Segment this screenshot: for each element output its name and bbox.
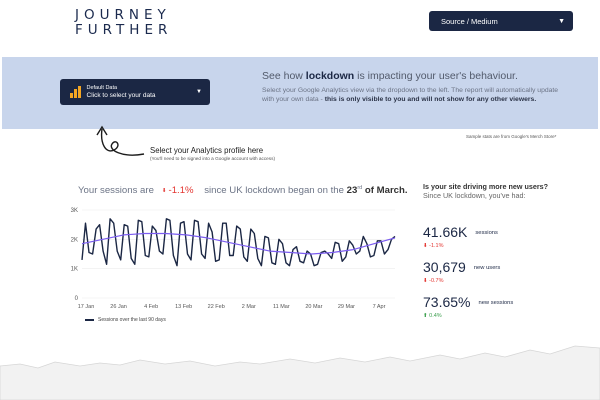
data-dropdown-subtitle: Click to select your data — [86, 91, 156, 99]
source-medium-dropdown[interactable]: Source / Medium ▼ — [429, 11, 573, 31]
y-tick-label: 1K — [71, 267, 78, 273]
x-tick-label: 13 Feb — [175, 304, 192, 310]
stat-change: ⬆ 0.4% — [423, 313, 442, 319]
analytics-bars-icon — [70, 86, 81, 98]
stat-new-sessions: 73.65% new sessions ⬆ 0.4% — [423, 294, 513, 319]
lockdown-banner: Default Data Click to select your data ▼… — [2, 57, 598, 129]
source-medium-label: Source / Medium — [441, 16, 498, 26]
stat-change: ⬇ -0.7% — [423, 278, 444, 284]
stat-new-users: 30,679 new users ⬇ -0.7% — [423, 259, 500, 284]
stat-value: 73.65% — [423, 294, 471, 310]
curly-arrow-icon — [96, 125, 145, 156]
x-tick-label: 26 Jan — [110, 304, 127, 310]
arrow-down-icon: ⬇ — [423, 278, 428, 284]
trend-series-line — [81, 232, 396, 255]
logo-line-1: JOURNEY — [75, 7, 171, 23]
arrow-up-icon: ⬆ — [423, 313, 428, 319]
chevron-down-icon: ▼ — [558, 17, 565, 25]
legend-label: Sessions over the last 90 days — [98, 317, 166, 323]
stat-label: new users — [473, 265, 501, 271]
stat-value: 30,679 — [423, 259, 466, 275]
x-tick-label: 11 Mar — [273, 304, 290, 310]
sessions-line-chart: 3K 2K 1K 0 17 Jan 26 Jan 4 Feb 13 Feb 22 Feb 2 Ma… — [71, 208, 396, 310]
select-profile-subtitle: (You'll need to be signed into a Google … — [150, 156, 276, 161]
sessions-headline: Your sessions are ⬇ -1.1% since UK lockdo… — [78, 185, 408, 197]
data-dropdown-title: Default Data — [86, 84, 118, 91]
x-tick-label: 7 Apr — [373, 304, 386, 310]
banner-instructions: Select your Google Analytics view via th… — [262, 87, 559, 104]
sample-stats-note: Sample stats are from Google's Merch Sto… — [466, 134, 557, 139]
x-tick-label: 4 Feb — [144, 304, 158, 310]
lockdown-keyword: lockdown — [305, 70, 355, 82]
logo-line-2: FURTHER — [75, 22, 173, 38]
sessions-series-line — [81, 218, 396, 267]
stat-value: 41.66K — [423, 224, 468, 240]
x-tick-label: 20 Mar — [305, 304, 322, 310]
banner-title: See how lockdown is impacting your user'… — [262, 70, 518, 82]
stat-change: ⬇ -1.1% — [423, 243, 444, 249]
stat-label: new sessions — [478, 300, 514, 306]
arrow-down-icon: ⬇ — [423, 243, 428, 249]
x-tick-label: 29 Mar — [338, 304, 355, 310]
y-tick-label: 2K — [71, 237, 78, 243]
select-profile-title: Select your Analytics profile here — [150, 146, 264, 155]
y-tick-label: 3K — [71, 208, 78, 214]
x-tick-label: 22 Feb — [208, 304, 225, 310]
arrow-down-icon: ⬇ — [161, 188, 167, 195]
x-tick-label: 2 Mar — [242, 304, 256, 310]
legend-swatch — [85, 319, 94, 321]
new-users-question: Is your site driving more new users? Sin… — [423, 182, 549, 200]
sessions-change: ⬇ -1.1% — [161, 185, 194, 197]
journey-further-logo: JOURNEY FURTHER — [75, 8, 172, 38]
stat-sessions: 41.66K sessions ⬇ -1.1% — [423, 224, 498, 249]
chevron-down-icon: ▼ — [196, 89, 202, 95]
chart-legend: Sessions over the last 90 days — [85, 317, 166, 323]
data-source-dropdown[interactable]: Default Data Click to select your data ▼ — [60, 79, 210, 105]
stat-label: sessions — [475, 230, 498, 236]
torn-paper-edge — [0, 345, 600, 400]
y-tick-label: 0 — [75, 296, 79, 302]
x-tick-label: 17 Jan — [78, 304, 95, 310]
